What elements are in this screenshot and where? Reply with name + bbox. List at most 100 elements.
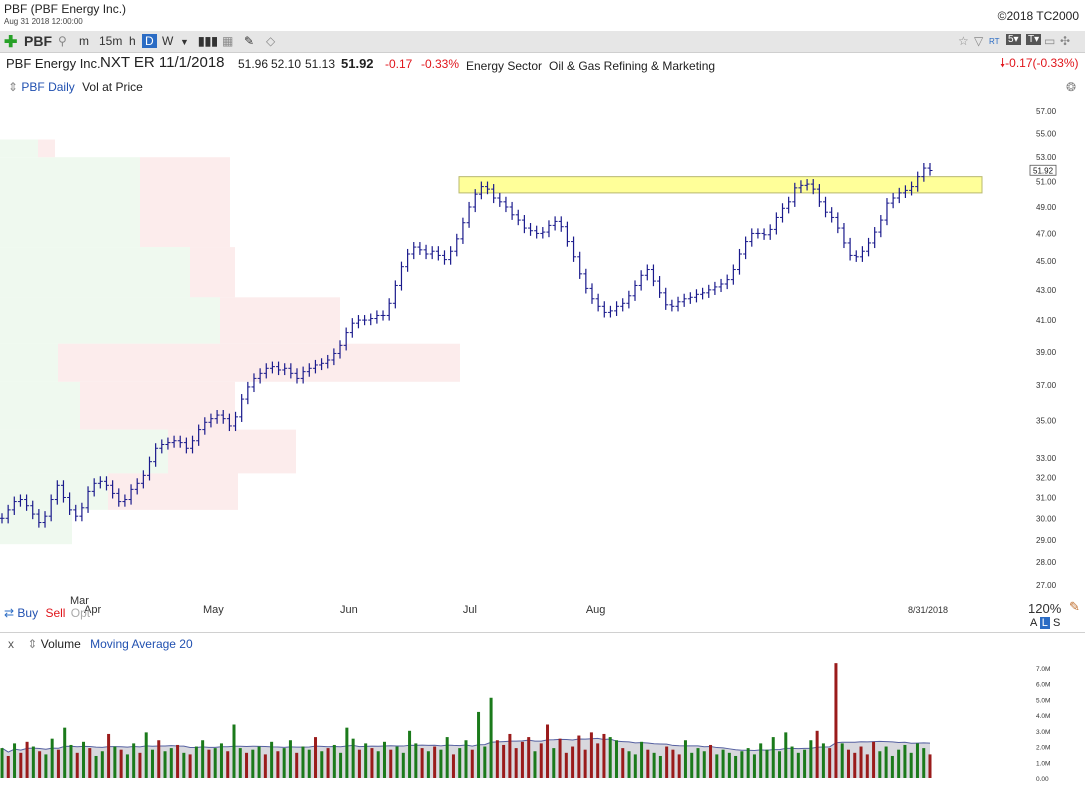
price-bar bbox=[823, 196, 829, 218]
buy-button[interactable]: Buy bbox=[17, 606, 39, 620]
volume-bar bbox=[608, 737, 612, 778]
low-value: 51.13 bbox=[305, 57, 336, 71]
price-bar bbox=[878, 215, 884, 238]
price-bar bbox=[122, 494, 128, 507]
zoom-level[interactable]: 120% bbox=[1028, 601, 1062, 616]
price-bar bbox=[392, 280, 398, 309]
volume-bar bbox=[878, 751, 882, 778]
template-badge[interactable]: T▾ bbox=[1026, 34, 1042, 45]
x-axis-label: Jun bbox=[340, 604, 358, 616]
price-bar bbox=[706, 284, 712, 298]
volume-bar bbox=[815, 730, 819, 778]
vol-at-price-label[interactable]: Vol at Price bbox=[82, 80, 143, 94]
price-bar bbox=[700, 287, 706, 300]
realtime-badge[interactable]: RT bbox=[989, 37, 1000, 46]
option-button[interactable]: Opt bbox=[70, 606, 91, 620]
scale-l[interactable]: L bbox=[1039, 617, 1050, 629]
drawing-tools-icon[interactable]: ▦ bbox=[222, 34, 234, 48]
trade-icon[interactable]: ⇄ bbox=[4, 606, 15, 620]
price-bar bbox=[884, 198, 890, 226]
price-bar bbox=[755, 228, 761, 239]
legend-sort-icon[interactable]: ⇕ bbox=[8, 80, 19, 94]
volume-bar bbox=[846, 749, 850, 778]
volume-bar bbox=[100, 751, 104, 778]
price-bar bbox=[42, 511, 48, 528]
volume-bar bbox=[915, 743, 919, 778]
price-series-label[interactable]: PBF Daily bbox=[21, 80, 75, 94]
settings-icon[interactable]: ❂ bbox=[1066, 80, 1077, 94]
price-bar bbox=[269, 361, 275, 374]
volume-bar bbox=[520, 741, 524, 778]
interval-w[interactable]: W bbox=[162, 34, 174, 48]
interval-15m[interactable]: 15m bbox=[99, 34, 123, 48]
volume-bar bbox=[88, 748, 92, 778]
price-bar bbox=[343, 327, 349, 351]
sell-button[interactable]: Sell bbox=[45, 606, 66, 620]
star-icon[interactable]: ☆ bbox=[958, 34, 969, 48]
volume-bar bbox=[759, 743, 763, 778]
volume-chart[interactable]: 0.00 1.0M 2.0M 3.0M 4.0M 5.0M 6.0M 7.0M bbox=[0, 648, 1085, 788]
vap-buy-band bbox=[0, 381, 80, 430]
add-symbol-icon[interactable]: ✚ bbox=[4, 34, 18, 51]
eraser-icon[interactable]: ◇ bbox=[266, 34, 276, 48]
price-bar bbox=[614, 301, 620, 316]
volume-bar bbox=[301, 746, 305, 778]
price-bar bbox=[786, 196, 792, 214]
volume-bar bbox=[382, 741, 386, 778]
volume-bar bbox=[119, 749, 123, 778]
volume-bar bbox=[458, 748, 462, 778]
interval-m[interactable]: m bbox=[79, 34, 89, 48]
price-bar bbox=[337, 340, 343, 359]
volume-bar bbox=[746, 748, 750, 778]
close-panel-button[interactable]: x bbox=[8, 637, 14, 651]
price-bar bbox=[749, 228, 755, 247]
volume-bar bbox=[903, 744, 907, 778]
volume-bar bbox=[345, 727, 349, 778]
volume-tick-label: 3.0M bbox=[1036, 729, 1050, 736]
symbol-input[interactable]: PBF bbox=[24, 33, 52, 49]
volume-sort-icon[interactable]: ⇕ bbox=[27, 637, 38, 651]
price-bar bbox=[644, 264, 650, 281]
scale-s[interactable]: S bbox=[1052, 617, 1061, 629]
volume-bar bbox=[238, 748, 242, 778]
moving-average-label[interactable]: Moving Average 20 bbox=[90, 637, 193, 651]
price-bar bbox=[17, 494, 23, 507]
volume-bar bbox=[890, 755, 894, 778]
pencil-icon-2[interactable]: ✎ bbox=[1069, 599, 1080, 614]
price-bar bbox=[226, 413, 232, 432]
price-chart[interactable]: 27.00 28.00 29.00 30.00 31.00 32.00 33.00 35.00… bbox=[0, 92, 1085, 620]
bar-style-icon[interactable]: ▮▮▮ bbox=[198, 34, 218, 48]
high-value: 52.10 bbox=[271, 57, 302, 71]
toolbar: ✚ PBF ⚲ m 15m h D W ▼ ▮▮▮ ▦ ✎ ◇ ☆ ▽ RT 5… bbox=[0, 31, 1085, 53]
price-bar bbox=[835, 212, 841, 234]
pencil-icon[interactable]: ✎ bbox=[244, 34, 255, 48]
vap-sell-band bbox=[168, 429, 296, 474]
price-bar bbox=[134, 478, 140, 495]
price-bar bbox=[558, 216, 564, 232]
volume-bar bbox=[821, 743, 825, 778]
volume-bar bbox=[157, 740, 161, 778]
volume-bar bbox=[702, 751, 706, 778]
price-bar bbox=[202, 417, 208, 435]
link-icon[interactable]: ⚲ bbox=[58, 34, 67, 48]
price-bar bbox=[128, 484, 134, 505]
volume-label[interactable]: Volume bbox=[40, 637, 81, 651]
volume-bar bbox=[6, 755, 10, 778]
window-icon[interactable]: ▭ bbox=[1044, 34, 1056, 48]
open-value: 51.96 bbox=[238, 57, 269, 71]
interval-h[interactable]: h bbox=[129, 34, 136, 48]
volume-bar bbox=[219, 743, 223, 778]
scale-a[interactable]: A bbox=[1030, 617, 1037, 629]
volume-bar bbox=[107, 733, 111, 778]
price-bar bbox=[153, 443, 159, 467]
trade-buttons: ⇄ Buy Sell Opt bbox=[4, 606, 90, 620]
volume-bar bbox=[201, 740, 205, 778]
volume-bar bbox=[163, 751, 167, 778]
interval-dropdown-icon[interactable]: ▼ bbox=[180, 37, 189, 47]
price-tick-label: 32.00 bbox=[1036, 473, 1057, 482]
price-bar bbox=[97, 476, 103, 489]
layout-badge[interactable]: 5▾ bbox=[1006, 34, 1021, 45]
crosshair-icon[interactable]: ✣ bbox=[1060, 34, 1071, 48]
interval-d[interactable]: D bbox=[142, 34, 157, 48]
filter-icon[interactable]: ▽ bbox=[974, 34, 984, 48]
